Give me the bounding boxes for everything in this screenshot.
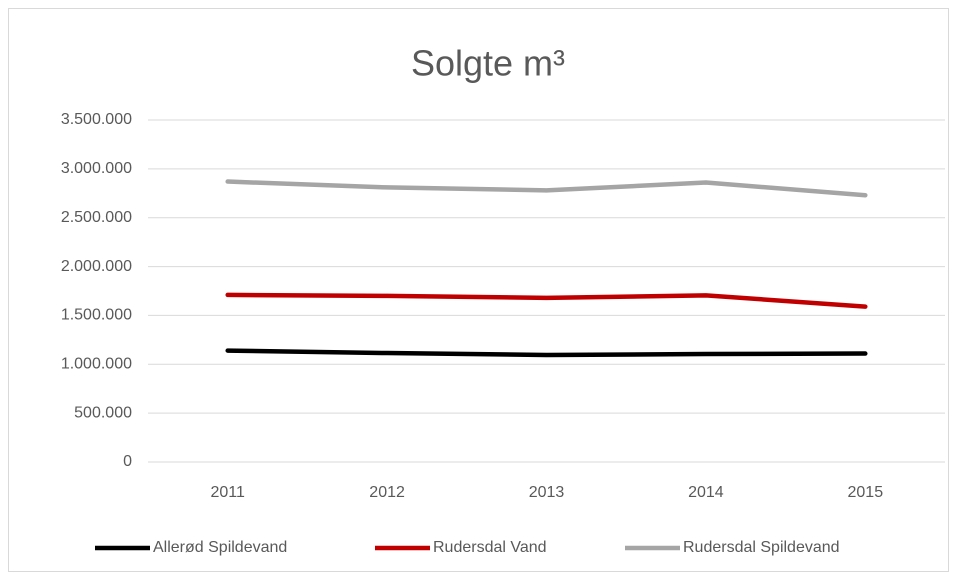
y-tick-label: 3.500.000	[61, 111, 132, 128]
legend-label: Allerød Spildevand	[153, 539, 287, 556]
x-tick-label: 2013	[529, 484, 565, 501]
y-tick-label: 2.000.000	[61, 258, 132, 275]
x-tick-label: 2011	[210, 484, 245, 501]
y-tick-label: 500.000	[74, 404, 132, 421]
y-tick-label: 1.000.000	[61, 356, 132, 373]
legend-label: Rudersdal Vand	[433, 539, 547, 556]
x-tick-label: 2015	[848, 484, 884, 501]
y-tick-label: 0	[123, 453, 132, 470]
y-tick-label: 3.000.000	[61, 160, 132, 177]
chart-title: Solgte m³	[411, 43, 565, 84]
y-tick-label: 1.500.000	[61, 307, 132, 324]
series-line	[225, 292, 868, 309]
series-line	[225, 179, 868, 198]
x-tick-label: 2012	[369, 484, 405, 501]
chart-border	[8, 8, 949, 572]
legend-label: Rudersdal Spildevand	[683, 539, 840, 556]
x-tick-label: 2014	[688, 484, 724, 501]
series-line	[225, 348, 868, 358]
y-tick-label: 2.500.000	[61, 209, 132, 226]
